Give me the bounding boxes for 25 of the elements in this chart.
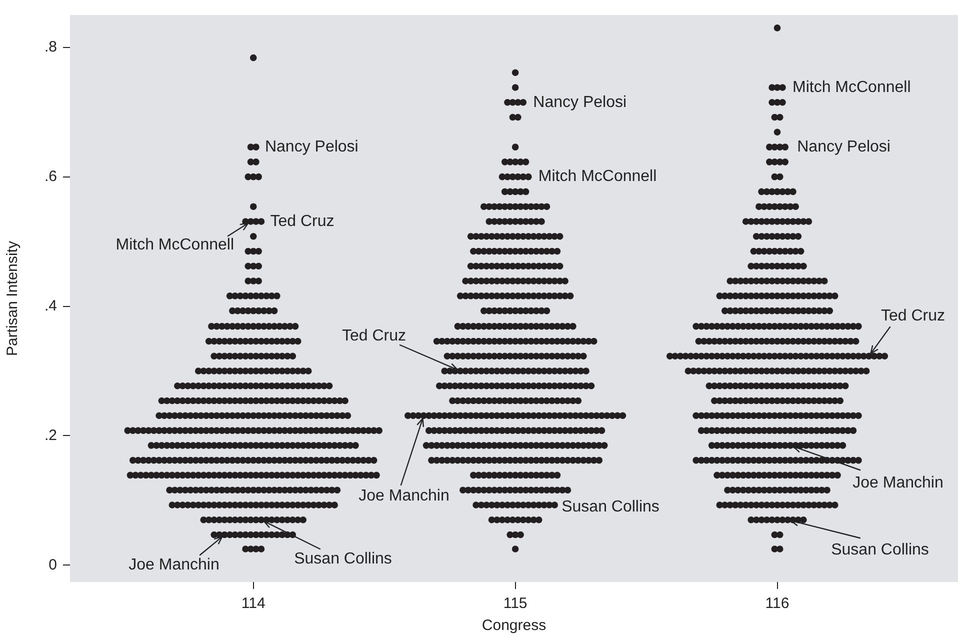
annotation: Ted Cruz <box>342 327 406 344</box>
annotation: Joe Manchin <box>128 556 220 574</box>
annotation: Mitch McConnell <box>538 168 657 186</box>
annotation: Nancy Pelosi <box>264 138 358 156</box>
annotation: Mitch McConnell <box>116 236 234 254</box>
annotation: Susan Collins <box>831 541 929 558</box>
annotation: Ted Cruz <box>880 307 946 324</box>
y-tick-label: 0 <box>48 556 57 574</box>
x-tick-label: 114 <box>241 595 266 612</box>
annotation: Susan Collins <box>294 550 392 568</box>
y-axis-title: Partisan Intensity <box>4 240 22 356</box>
x-tick-label: 116 <box>765 595 790 612</box>
x-tick-label: 115 <box>503 595 528 612</box>
annotation: Joe Manchin <box>852 474 944 492</box>
y-tick-label: .2 <box>44 426 57 444</box>
annotation: Nancy Pelosi <box>533 94 627 111</box>
y-tick-label: .8 <box>44 38 57 56</box>
x-axis-title: Congress <box>482 617 546 634</box>
annotation: Susan Collins <box>562 498 660 516</box>
annotation: Joe Manchin <box>358 487 450 504</box>
annotation: Ted Cruz <box>270 212 334 230</box>
annotation: Nancy Pelosi <box>797 138 890 156</box>
y-tick-label: .6 <box>44 168 57 185</box>
annotation: Mitch McConnell <box>792 78 911 96</box>
y-tick-label: .4 <box>44 297 57 314</box>
